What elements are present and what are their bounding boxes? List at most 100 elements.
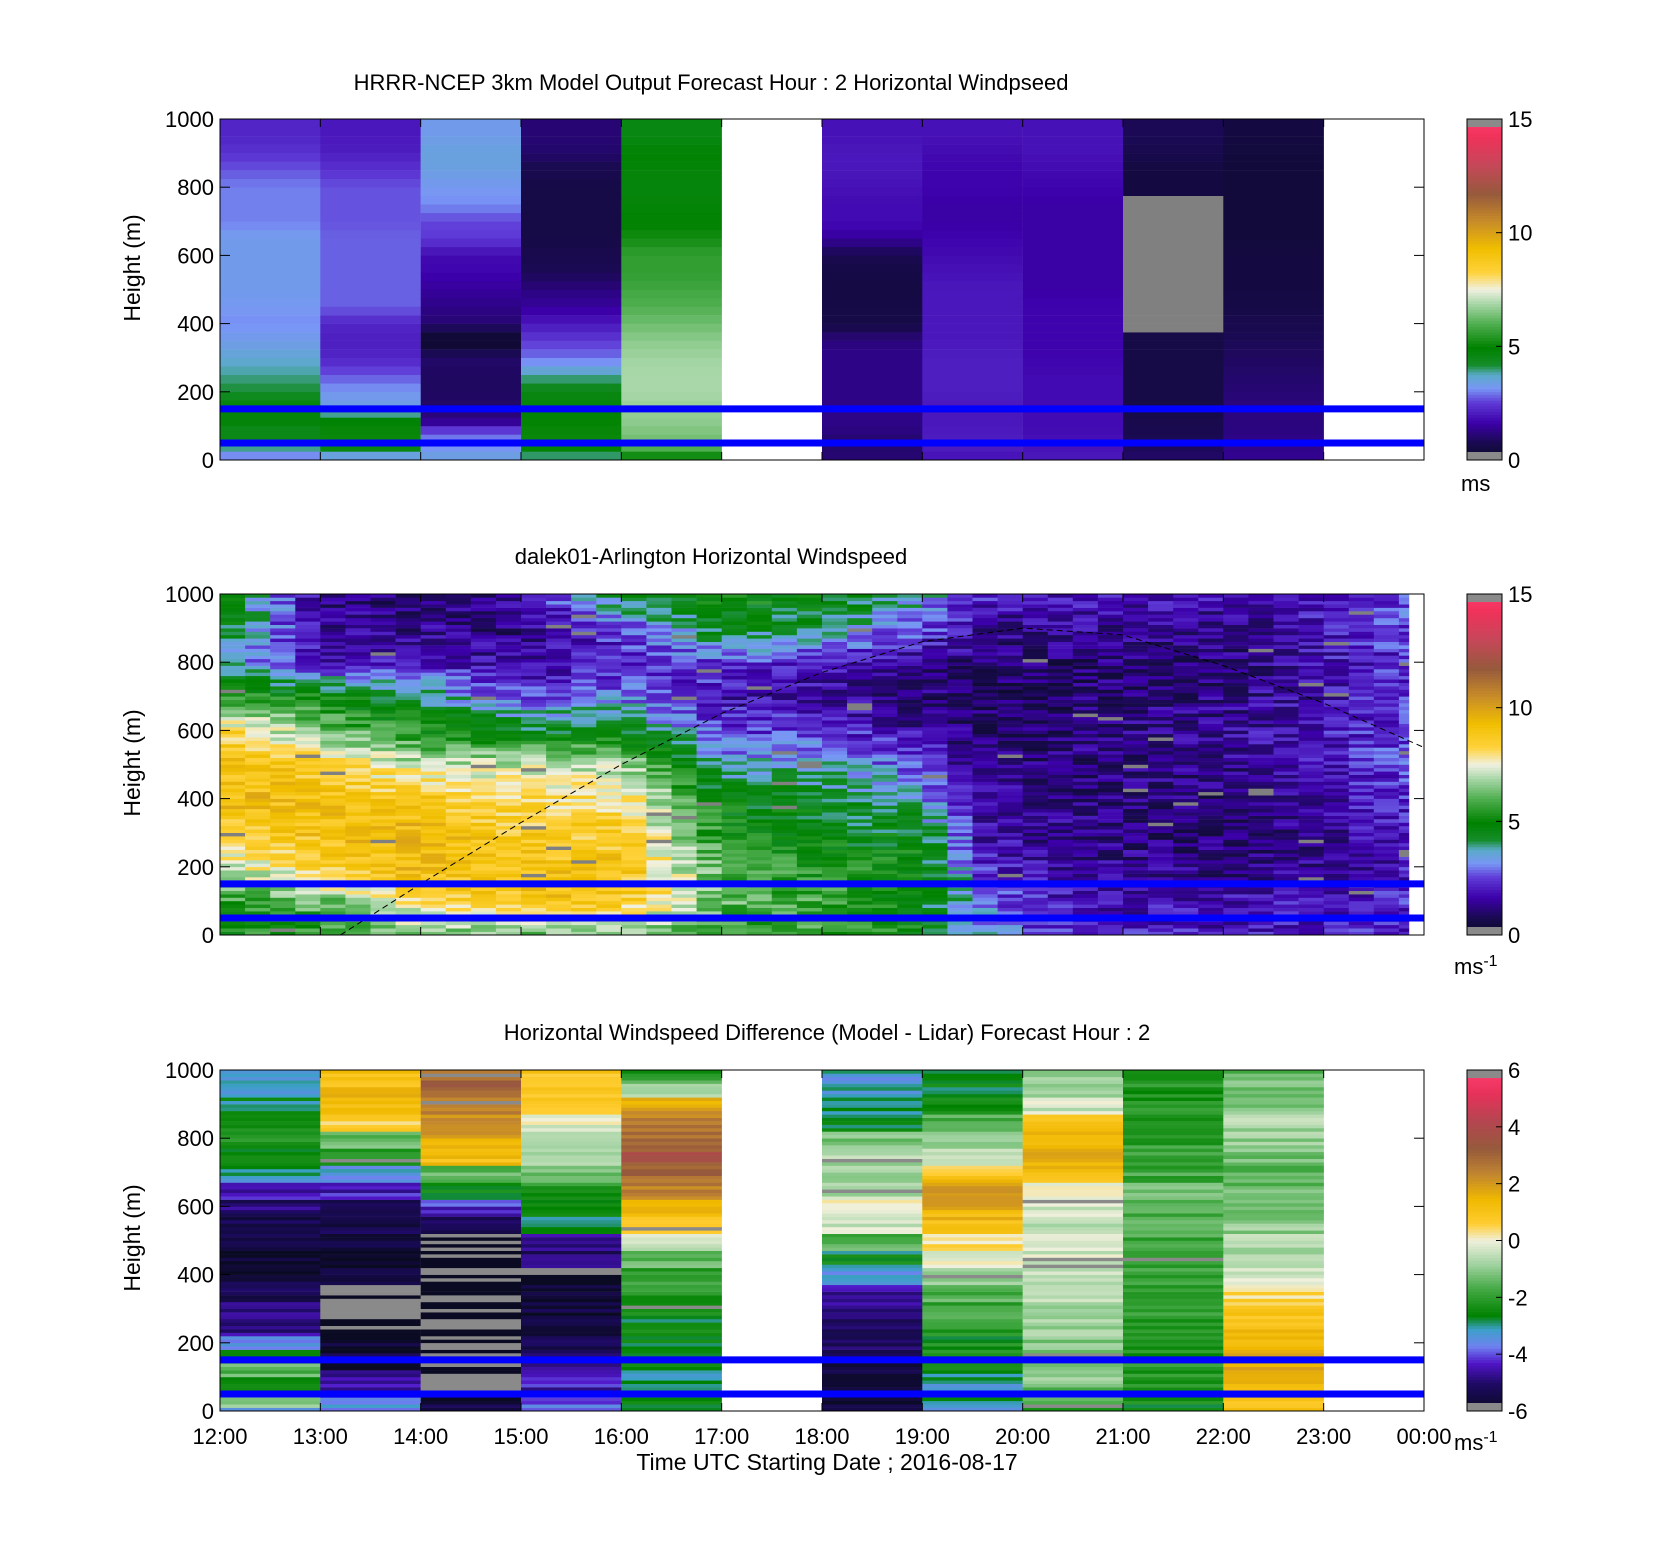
heat-cell (1173, 617, 1199, 622)
colorbar-swatch (1467, 226, 1502, 231)
heat-cell (696, 812, 722, 816)
heat-cell (796, 706, 823, 711)
colorbar-swatch (1467, 349, 1502, 353)
heat-cell (746, 798, 773, 803)
heat-cell (1248, 703, 1274, 707)
heat-cell (671, 778, 697, 782)
heat-cell (420, 716, 447, 721)
heat-cell (521, 624, 547, 629)
heat-cell (470, 829, 497, 833)
heat-cell (872, 686, 898, 690)
heat-cell (872, 836, 898, 840)
heat-cell (1022, 774, 1049, 779)
heat-cell (1022, 408, 1124, 418)
heat-cell (872, 727, 898, 731)
heat-cell (270, 611, 296, 615)
heat-cell (546, 839, 572, 844)
heat-cell (571, 658, 597, 663)
heat-cell (445, 870, 472, 874)
heat-cell (420, 272, 522, 282)
heat-cell (771, 641, 798, 646)
heat-cell (646, 853, 672, 857)
heat-cell (521, 737, 547, 741)
heat-cell (1148, 703, 1174, 707)
heat-cell (1298, 873, 1324, 878)
heat-cell (1198, 815, 1224, 820)
heat-cell (922, 263, 1023, 273)
heat-cell (420, 289, 522, 299)
heat-cell (947, 853, 973, 857)
heat-cell (1223, 144, 1324, 154)
heat-cell (1273, 825, 1299, 830)
heat-cell (470, 713, 497, 718)
heat-cell (1148, 645, 1174, 649)
heat-cell (1198, 716, 1224, 721)
heat-cell (320, 723, 346, 728)
heat-cell (420, 924, 447, 929)
heat-cell (1173, 791, 1199, 796)
heat-cell (721, 761, 748, 765)
heat-cell (345, 894, 371, 898)
heat-cell (596, 815, 622, 820)
heat-cell (822, 600, 848, 605)
heat-cell (470, 655, 497, 660)
heat-cell (1097, 829, 1124, 833)
heat-cell (621, 374, 722, 384)
heat-cell (922, 894, 948, 898)
heat-cell (1223, 628, 1249, 632)
heat-cell (1148, 822, 1174, 827)
heat-cell (897, 907, 923, 912)
heat-cell (1298, 675, 1324, 680)
heat-cell (1248, 928, 1274, 932)
heat-cell (997, 798, 1023, 803)
heat-cell (621, 798, 647, 803)
heat-cell (771, 634, 798, 639)
heat-cell (922, 652, 948, 656)
heat-cell (546, 897, 572, 902)
heat-cell (1273, 815, 1299, 820)
heat-cell (922, 374, 1023, 384)
colorbar-swatch (1467, 201, 1502, 205)
heat-cell (872, 723, 898, 728)
heat-cell (972, 754, 998, 758)
heat-cell (1198, 774, 1224, 779)
heat-cell (370, 600, 396, 605)
colorbar-swatch (1467, 286, 1502, 290)
heat-cell (947, 798, 973, 803)
heat-cell (1148, 836, 1174, 840)
heat-cell (470, 771, 497, 775)
heat-cell (671, 621, 697, 625)
heat-cell (997, 669, 1023, 673)
heat-cell (220, 720, 246, 724)
heat-cell (546, 723, 572, 728)
heat-cell (546, 761, 572, 765)
heat-cell (1148, 675, 1174, 680)
heat-cell (972, 798, 998, 803)
heat-cell (696, 860, 722, 864)
heat-cell (671, 907, 697, 912)
heat-cell (571, 802, 597, 806)
heat-cell (320, 798, 346, 803)
heat-cell (1022, 597, 1049, 602)
colorbar-swatch (1467, 300, 1502, 305)
heat-cell (646, 723, 672, 728)
heat-cell (922, 212, 1023, 222)
heat-cell (470, 849, 497, 854)
heat-cell (1072, 747, 1099, 752)
heat-cell (997, 706, 1023, 711)
heat-cell (922, 692, 948, 697)
heat-cell (445, 611, 472, 615)
heat-cell (596, 624, 622, 629)
heat-cell (1123, 890, 1149, 895)
heat-cell (395, 628, 421, 632)
heat-cell (1097, 672, 1124, 677)
heat-cell (621, 221, 722, 231)
heat-cell (420, 315, 522, 324)
heat-cell (1123, 757, 1149, 762)
heat-cell (822, 842, 848, 847)
heat-cell (470, 604, 497, 608)
heat-cell (521, 870, 547, 874)
heat-cell (1273, 631, 1299, 636)
heat-cell (295, 744, 321, 748)
